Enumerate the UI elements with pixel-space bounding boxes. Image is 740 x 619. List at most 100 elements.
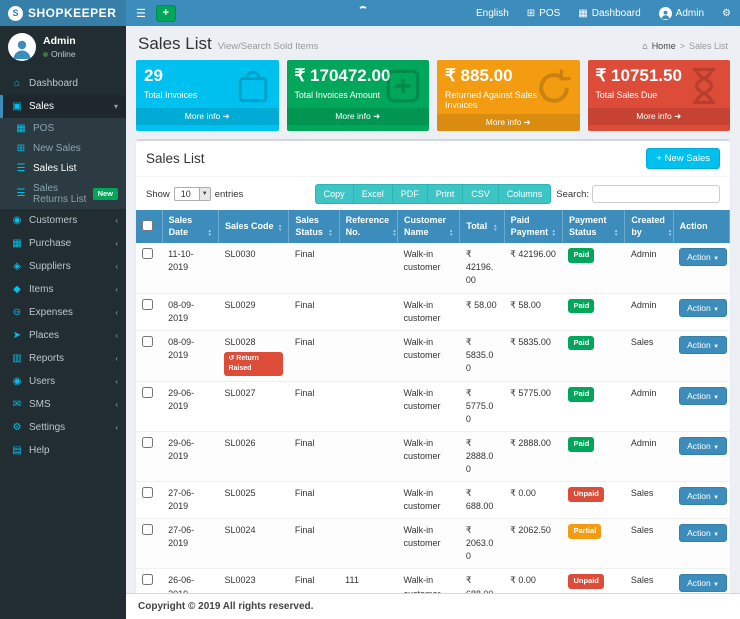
sort-icon[interactable]: ▲▼ (668, 229, 672, 238)
column-header-created-by[interactable]: Created by▲▼ (625, 210, 673, 243)
chevron-icon: ‹ (115, 216, 118, 225)
export-button-copy[interactable]: Copy (315, 184, 353, 204)
sales-code-cell: SL0026 (218, 432, 288, 482)
column-header-total[interactable]: Total▲▼ (460, 210, 504, 243)
sales-date-cell: 29-06-2019 (162, 381, 218, 431)
row-checkbox[interactable] (142, 299, 153, 310)
sidebar-item-label: Reports (29, 353, 64, 364)
breadcrumb-home[interactable]: Home (652, 41, 676, 51)
sales-status-cell: Final (289, 381, 339, 431)
caret-down-icon: ▼ (713, 344, 719, 350)
chevron-icon: ‹ (115, 423, 118, 432)
row-checkbox[interactable] (142, 487, 153, 498)
sales-date-cell: 08-09-2019 (162, 330, 218, 381)
navbar-item-user[interactable]: Admin (650, 0, 713, 26)
sidebar-item-new-sales[interactable]: ⊞New Sales (0, 138, 126, 158)
sort-icon[interactable]: ▲▼ (493, 224, 497, 233)
sidebar-toggle-icon[interactable]: ☰ (126, 0, 156, 26)
column-header-payment-status[interactable]: Payment Status▲▼ (562, 210, 624, 243)
row-checkbox[interactable] (142, 574, 153, 585)
sidebar-item-places[interactable]: ➤Places‹ (0, 324, 126, 347)
sort-icon[interactable]: ▲▼ (208, 229, 212, 238)
row-checkbox[interactable] (142, 387, 153, 398)
export-button-pdf[interactable]: PDF (392, 184, 427, 204)
sidebar-item-expenses[interactable]: ⊖Expenses‹ (0, 301, 126, 324)
row-checkbox[interactable] (142, 524, 153, 535)
caret-down-icon: ▼ (713, 445, 719, 451)
sidebar-item-settings[interactable]: ⚙Settings‹ (0, 416, 126, 439)
brand-logo[interactable]: S SHOPKEEPER (0, 0, 126, 26)
search-input[interactable] (592, 185, 720, 203)
sidebar-item-help[interactable]: ▤Help (0, 439, 126, 462)
sort-icon[interactable]: ▲▼ (614, 229, 618, 238)
export-button-excel[interactable]: Excel (353, 184, 392, 204)
sidebar-item-pos[interactable]: ▦POS (0, 118, 126, 138)
sidebar-item-purchase[interactable]: ▦Purchase‹ (0, 232, 126, 255)
sidebar-item-items[interactable]: ◆Items‹ (0, 278, 126, 301)
column-label: Action (680, 221, 723, 233)
navbar-item-language[interactable]: English (467, 0, 518, 26)
sales-status-cell: Final (289, 293, 339, 330)
user-avatar-icon (659, 7, 672, 20)
sidebar-group-help: ▤Help (0, 439, 126, 462)
action-dropdown-button[interactable]: Action ▼ (679, 524, 727, 542)
navbar-item-pos[interactable]: ⊞POS (518, 0, 570, 26)
navbar-item-dashboard[interactable]: ▦Dashboard (569, 0, 649, 26)
sales-code: SL0027 (224, 387, 282, 400)
action-dropdown-button[interactable]: Action ▼ (679, 336, 727, 354)
navbar-item-settings[interactable]: ⚙ (713, 0, 740, 26)
more-info-link[interactable]: More info ➜ (437, 114, 580, 131)
sidebar-item-reports[interactable]: ▥Reports‹ (0, 347, 126, 370)
sidebar-item-label: Customers (29, 215, 77, 226)
export-button-print[interactable]: Print (427, 184, 463, 204)
sidebar-item-dashboard[interactable]: ⌂Dashboard (0, 72, 126, 95)
action-dropdown-button[interactable]: Action ▼ (679, 487, 727, 505)
sales-code: SL0024 (224, 524, 282, 537)
sort-icon[interactable]: ▲▼ (449, 229, 453, 238)
sort-icon[interactable]: ▲▼ (278, 224, 282, 233)
action-dropdown-button[interactable]: Action ▼ (679, 248, 727, 266)
sidebar-item-label: Items (29, 284, 53, 295)
action-dropdown-button[interactable]: Action ▼ (679, 574, 727, 592)
row-checkbox[interactable] (142, 336, 153, 347)
sort-icon[interactable]: ▲▼ (328, 229, 332, 238)
sidebar-item-sales-list[interactable]: ☰Sales List (0, 158, 126, 178)
sidebar-item-users[interactable]: ◉Users‹ (0, 370, 126, 393)
more-info-link[interactable]: More info ➜ (287, 108, 430, 125)
sidebar-item-sales-returns-list[interactable]: ☰Sales Returns ListNew (0, 178, 126, 209)
select-all-checkbox[interactable] (142, 220, 153, 231)
row-checkbox[interactable] (142, 248, 153, 259)
action-dropdown-button[interactable]: Action ▼ (679, 299, 727, 317)
column-header-sales-date[interactable]: Sales Date▲▼ (162, 210, 218, 243)
sort-icon[interactable]: ▲▼ (392, 229, 396, 238)
sidebar-group-items: ◆Items‹ (0, 278, 126, 301)
sales-code: SL0023 (224, 574, 282, 587)
table-row: 08-09-2019SL0028↺ Return RaisedFinalWalk… (136, 330, 730, 381)
page-size-select[interactable]: 10 ▼ (174, 187, 211, 201)
action-dropdown-button[interactable]: Action ▼ (679, 387, 727, 405)
action-dropdown-button[interactable]: Action ▼ (679, 437, 727, 455)
sort-icon[interactable]: ▲▼ (551, 229, 555, 238)
sales-code: SL0029 (224, 299, 282, 312)
sidebar-item-customers[interactable]: ◉Customers‹ (0, 209, 126, 232)
export-button-columns[interactable]: Columns (498, 184, 552, 204)
export-button-csv[interactable]: CSV (462, 184, 498, 204)
sidebar-item-sms[interactable]: ✉SMS‹ (0, 393, 126, 416)
more-info-link[interactable]: More info ➜ (588, 108, 731, 125)
column-header-reference-no-[interactable]: Reference No.▲▼ (339, 210, 397, 243)
row-checkbox[interactable] (142, 437, 153, 448)
sidebar-item-sales[interactable]: ▣Sales▾ (0, 95, 126, 118)
column-header-sales-status[interactable]: Sales Status▲▼ (289, 210, 339, 243)
sidebar-item-suppliers[interactable]: ◈Suppliers‹ (0, 255, 126, 278)
column-header-paid-payment[interactable]: Paid Payment▲▼ (504, 210, 562, 243)
more-info-link[interactable]: More info ➜ (136, 108, 279, 125)
new-sales-button[interactable]: + New Sales (646, 148, 720, 169)
plus-square-icon (381, 64, 425, 113)
return-raised-badge[interactable]: ↺ Return Raised (224, 352, 282, 376)
paid-payment-cell: ₹ 0.00 (504, 569, 562, 593)
sales-code-cell: SL0025 (218, 482, 288, 519)
column-header-customer-name[interactable]: Customer Name▲▼ (398, 210, 460, 243)
column-header-sales-code[interactable]: Sales Code▲▼ (218, 210, 288, 243)
pos-icon: ⊞ (527, 8, 535, 19)
quick-add-button[interactable]: + (156, 5, 176, 22)
